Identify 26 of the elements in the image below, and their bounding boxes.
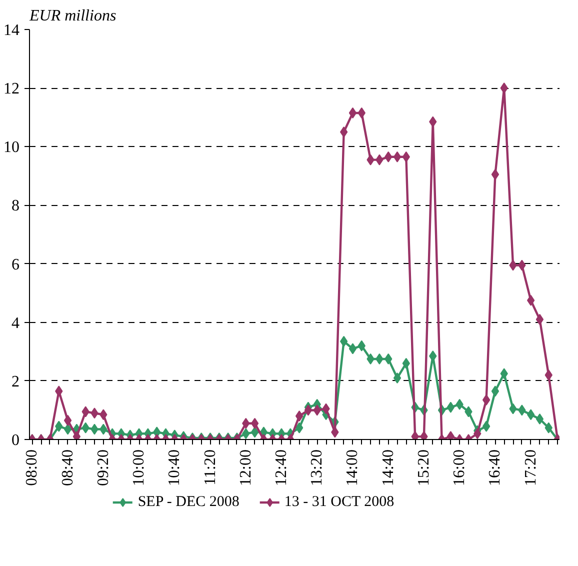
x-tick-label: 10:00 bbox=[130, 449, 148, 486]
x-tick-label: 12:40 bbox=[273, 449, 290, 486]
x-tick-label: 09:20 bbox=[94, 449, 112, 486]
x-tick-label: 12:00 bbox=[237, 449, 254, 486]
x-tick-label: 11:20 bbox=[202, 449, 219, 486]
x-tick-label: 13:20 bbox=[308, 449, 326, 486]
y-tick-label: 8 bbox=[12, 198, 20, 215]
y-tick-label: 4 bbox=[12, 314, 20, 332]
y-tick-label: 12 bbox=[4, 80, 20, 98]
x-tick-label: 14:00 bbox=[344, 449, 362, 486]
y-tick-label: 14 bbox=[4, 22, 20, 39]
x-tick-label: 14:40 bbox=[380, 449, 397, 486]
x-tick-label: 15:20 bbox=[415, 449, 432, 486]
x-tick-label: 17:20 bbox=[522, 449, 540, 486]
y-tick-label: 2 bbox=[12, 373, 20, 390]
y-tick-label: 10 bbox=[4, 139, 20, 156]
y-axis-title: EUR millions bbox=[28, 8, 116, 24]
y-tick-label: 6 bbox=[12, 256, 20, 274]
x-tick-label: 16:00 bbox=[451, 449, 468, 486]
x-tick-label: 16:40 bbox=[486, 449, 504, 486]
x-tick-label: 10:40 bbox=[166, 449, 184, 486]
y-tick-label: 0 bbox=[12, 432, 20, 449]
x-tick-label: 08:40 bbox=[59, 449, 76, 486]
x-tick-label: 08:00 bbox=[24, 449, 41, 486]
legend-label: 13 - 31 OCT 2008 bbox=[284, 494, 394, 510]
legend-label: SEP - DEC 2008 bbox=[138, 494, 240, 510]
